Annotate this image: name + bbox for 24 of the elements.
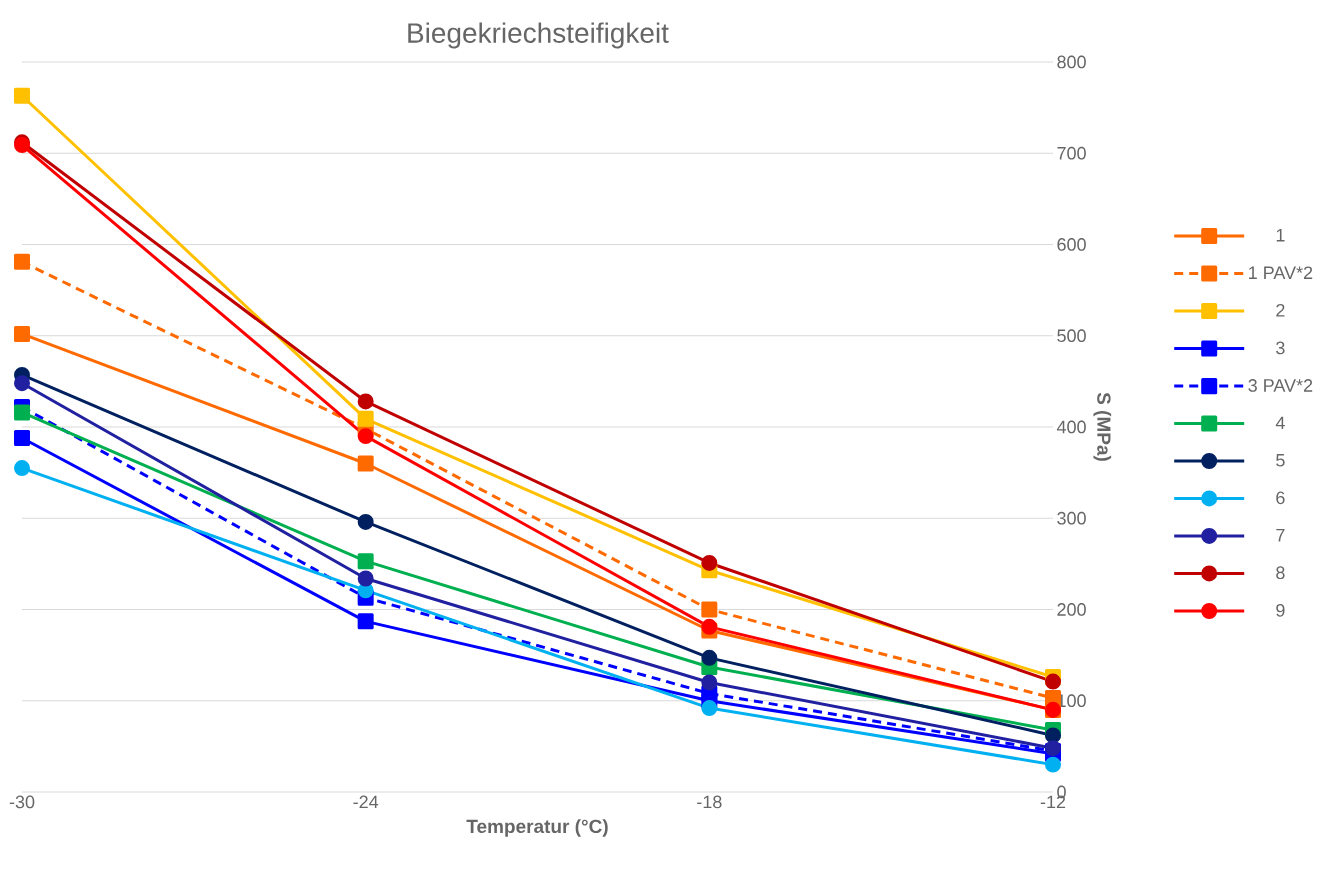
legend-label: 3 PAV*2 [1248, 379, 1313, 392]
x-tick-label: -30 [9, 795, 35, 809]
legend-label: 6 [1276, 491, 1285, 505]
y-axis-title: S (MPa) [1093, 392, 1112, 461]
legend-label: 7 [1276, 528, 1285, 542]
y-tick-label: 800 [1057, 55, 1086, 69]
y-tick-label: 200 [1057, 603, 1086, 616]
legend-label: 5 [1276, 454, 1285, 467]
y-tick-label: 400 [1056, 420, 1086, 434]
x-axis-title: Temperatur (°C) [466, 819, 608, 837]
y-tick-label: 500 [1057, 329, 1086, 343]
y-tick-label: 600 [1057, 238, 1086, 251]
legend-label: 1 PAV*2 [1249, 266, 1313, 279]
x-tick-label: -18 [697, 795, 722, 809]
legend-label: 1 [1276, 229, 1285, 242]
y-tick-label: 700 [1057, 146, 1086, 160]
legend-label: 2 [1276, 303, 1285, 317]
x-tick-label: -24 [353, 795, 379, 809]
legend-label: 9 [1276, 603, 1285, 617]
legend-label: 4 [1275, 416, 1285, 430]
chart-title: Biegekriechsteifigkeit [408, 22, 669, 49]
legend-label: 8 [1276, 566, 1285, 580]
y-tick-label: 300 [1057, 511, 1086, 525]
legend-label: 3 [1276, 341, 1285, 355]
